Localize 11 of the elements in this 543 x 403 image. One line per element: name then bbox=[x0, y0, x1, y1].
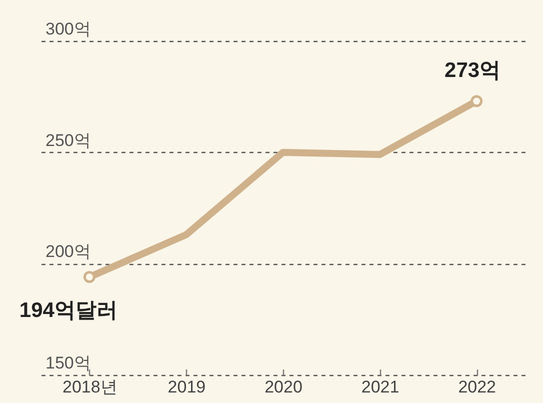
y-tick-label: 300억 bbox=[46, 20, 91, 38]
annotation: 194억달러 bbox=[19, 299, 118, 322]
y-tick-label: 250억 bbox=[46, 130, 91, 150]
y-tick-label: 200억 bbox=[46, 242, 91, 262]
x-tick-label: 2018년 bbox=[62, 378, 118, 396]
x-tick-label: 2022 bbox=[458, 378, 496, 396]
x-tick-label: 2019 bbox=[168, 378, 206, 396]
annotation: 273억 bbox=[444, 59, 501, 82]
x-tick-label: 2020 bbox=[264, 378, 302, 396]
y-tick-label: 150억 bbox=[46, 354, 91, 372]
x-tick-label: 2021 bbox=[361, 378, 400, 396]
